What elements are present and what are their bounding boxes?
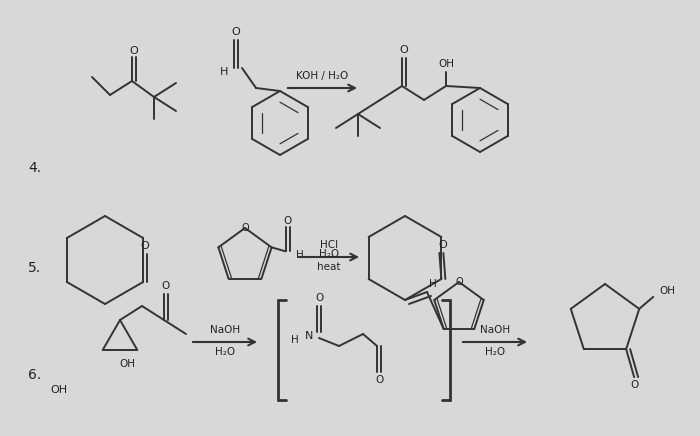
Text: O: O [315, 293, 323, 303]
Text: H₂O: H₂O [485, 347, 505, 357]
Text: O: O [232, 27, 240, 37]
Text: NaOH: NaOH [210, 325, 240, 335]
Text: O: O [241, 223, 248, 233]
Text: O: O [284, 216, 292, 226]
Text: OH: OH [659, 286, 676, 296]
Text: OH: OH [438, 59, 454, 69]
Text: O: O [630, 380, 638, 390]
Text: O: O [162, 281, 170, 291]
Text: 5.: 5. [28, 261, 41, 275]
Text: H: H [296, 250, 304, 260]
Text: OH: OH [50, 385, 67, 395]
Text: H: H [291, 335, 299, 345]
Text: KOH / H₂O: KOH / H₂O [296, 71, 349, 81]
Text: O: O [375, 375, 383, 385]
Text: 6.: 6. [28, 368, 41, 382]
Text: H: H [220, 67, 228, 77]
Text: HCl: HCl [320, 240, 338, 250]
Text: O: O [455, 277, 463, 287]
Text: H: H [429, 279, 437, 289]
Text: heat: heat [317, 262, 341, 272]
Text: O: O [438, 240, 447, 250]
Text: H₂O: H₂O [319, 249, 339, 259]
Text: O: O [130, 46, 139, 56]
Text: H₂O: H₂O [215, 347, 235, 357]
Text: N: N [304, 331, 313, 341]
Text: 4.: 4. [28, 161, 41, 175]
Text: OH: OH [119, 359, 135, 369]
Text: NaOH: NaOH [480, 325, 510, 335]
Text: O: O [141, 241, 150, 251]
Text: O: O [400, 45, 408, 55]
